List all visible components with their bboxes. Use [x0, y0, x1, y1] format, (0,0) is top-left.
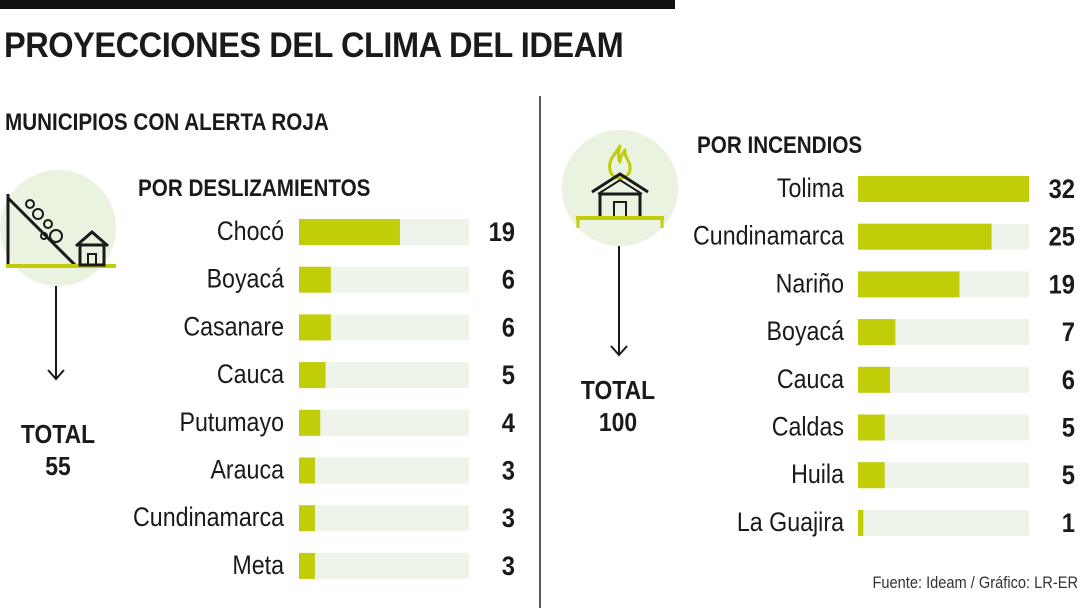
- value-label: 25: [1049, 222, 1075, 252]
- bar-row: Nariño 19: [776, 269, 1075, 300]
- value-label: 3: [502, 504, 515, 534]
- deslizamientos-bars: Chocó 19 Boyacá 6 Casanare 6 Cauca 5 Putumayo 4 Ar…: [133, 216, 515, 581]
- value-label: 5: [1062, 413, 1075, 443]
- category-label: Putumayo: [179, 407, 284, 437]
- bar: [858, 509, 864, 536]
- bar-track: [299, 552, 469, 579]
- page-title: PROYECCIONES DEL CLIMA DEL IDEAM: [4, 26, 624, 65]
- bar-track: [858, 414, 1029, 441]
- bar-row: Cauca 6: [777, 364, 1075, 395]
- bar-row: Boyacá 6: [207, 264, 515, 295]
- value-label: 1: [1062, 509, 1075, 539]
- bar-track: [299, 505, 469, 532]
- category-label: Tolima: [777, 173, 844, 203]
- category-label: Boyacá: [767, 317, 844, 347]
- bar-track: [299, 457, 469, 484]
- total-label: TOTAL: [580, 375, 656, 405]
- category-label: Cauca: [217, 360, 284, 390]
- bar: [299, 409, 321, 436]
- bar: [858, 319, 896, 346]
- top-rule: [0, 0, 675, 9]
- bar-row: Chocó 19: [217, 216, 515, 247]
- category-label: Boyacá: [207, 264, 284, 294]
- bar: [858, 366, 891, 393]
- bar: [299, 505, 315, 532]
- value-label: 3: [502, 552, 515, 582]
- bar: [299, 266, 331, 293]
- category-label: Cundinamarca: [133, 503, 284, 533]
- bar: [299, 219, 400, 245]
- bar: [858, 176, 1029, 202]
- chart-title: POR DESLIZAMIENTOS: [138, 175, 371, 202]
- bar-row: Cauca 5: [217, 360, 515, 391]
- value-label: 32: [1049, 175, 1075, 205]
- value-label: 7: [1062, 318, 1075, 348]
- bar: [858, 223, 992, 250]
- category-label: Meta: [232, 550, 284, 580]
- category-label: Casanare: [183, 312, 284, 342]
- category-label: Nariño: [776, 269, 844, 299]
- value-label: 5: [1062, 461, 1075, 491]
- bar-row: Huila 5: [791, 460, 1075, 491]
- category-label: Caldas: [772, 412, 844, 442]
- bar-row: Cundinamarca 3: [133, 503, 515, 534]
- bar-row: Arauca 3: [210, 455, 515, 486]
- bar: [858, 462, 885, 489]
- total-deslizamientos: TOTAL 55: [14, 418, 102, 482]
- bar-track: [299, 409, 469, 436]
- value-label: 19: [1049, 270, 1075, 300]
- bar-track: [858, 462, 1029, 489]
- bar-row: Tolima 32: [777, 173, 1075, 204]
- total-value: 55: [45, 451, 71, 481]
- chart-title: POR INCENDIOS: [697, 132, 863, 159]
- total-label: TOTAL: [20, 419, 96, 449]
- bar: [299, 552, 315, 579]
- bar: [299, 314, 331, 341]
- total-value: 100: [598, 407, 638, 437]
- bar-row: Boyacá 7: [767, 317, 1075, 348]
- value-label: 6: [502, 265, 515, 295]
- bar-row: Cundinamarca 25: [693, 221, 1075, 252]
- value-label: 3: [502, 456, 515, 486]
- bar: [299, 362, 326, 389]
- category-label: Chocó: [217, 216, 284, 246]
- value-label: 6: [502, 313, 515, 343]
- value-label: 6: [1062, 365, 1075, 395]
- bar: [858, 414, 885, 441]
- landslide-house-icon: [0, 170, 120, 400]
- category-label: Huila: [791, 460, 844, 490]
- source-note: Fuente: Ideam / Gráfico: LR-ER: [872, 573, 1078, 592]
- column-divider: [539, 96, 541, 608]
- value-label: 4: [502, 408, 515, 438]
- category-label: Cauca: [777, 364, 844, 394]
- value-label: 19: [489, 218, 515, 248]
- burning-house-icon: [562, 130, 678, 360]
- total-incendios: TOTAL 100: [574, 374, 662, 438]
- value-label: 5: [502, 361, 515, 391]
- bar: [858, 271, 960, 298]
- slope-line: [6, 196, 78, 268]
- bar-track: [858, 509, 1029, 536]
- bar: [299, 457, 315, 484]
- category-label: Cundinamarca: [693, 221, 844, 251]
- bar-row: Casanare 6: [183, 312, 515, 343]
- section-subtitle: MUNICIPIOS CON ALERTA ROJA: [5, 109, 329, 136]
- category-label: Arauca: [210, 455, 284, 485]
- bar-row: Caldas 5: [772, 412, 1075, 443]
- bar-track: [299, 362, 469, 389]
- category-label: La Guajira: [737, 507, 844, 537]
- bar-row: Meta 3: [232, 550, 515, 581]
- bar-row: La Guajira 1: [737, 507, 1075, 538]
- bar-row: Putumayo 4: [179, 407, 515, 438]
